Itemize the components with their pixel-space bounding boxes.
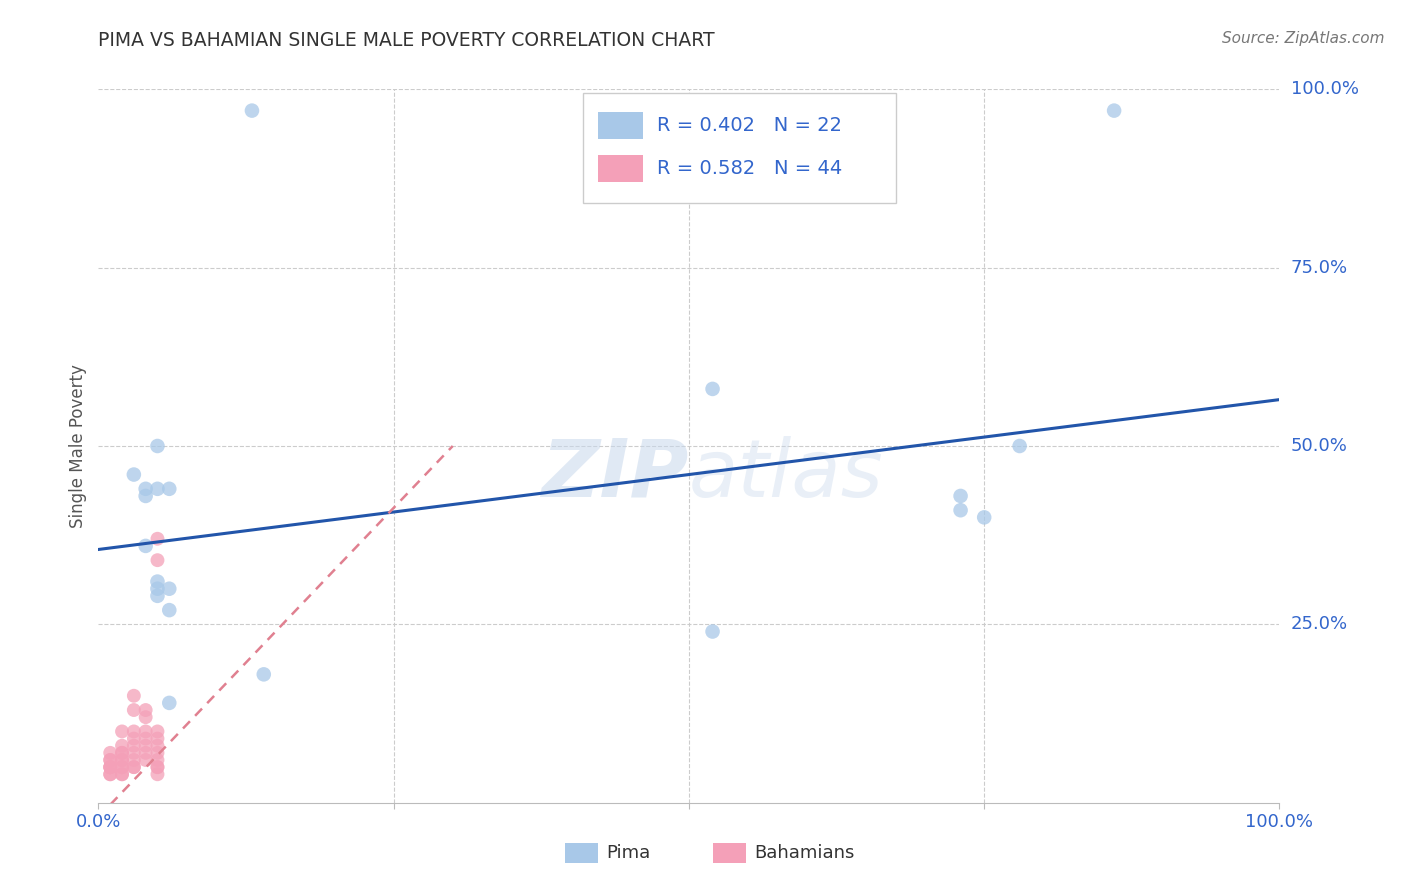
Point: [111, 767, 134, 781]
Point: [122, 760, 145, 774]
Point: [146, 746, 169, 760]
Point: [111, 760, 134, 774]
Point: [146, 574, 169, 589]
Point: [111, 753, 134, 767]
Point: [146, 532, 169, 546]
Point: [135, 731, 157, 746]
Point: [146, 760, 169, 774]
Point: [146, 760, 169, 774]
Point: [111, 739, 134, 753]
Point: [157, 603, 180, 617]
Point: [973, 510, 995, 524]
Point: [135, 489, 157, 503]
Point: [98, 753, 121, 767]
Point: [98, 760, 121, 774]
Point: [146, 439, 169, 453]
Point: [146, 739, 169, 753]
Point: [98, 753, 121, 767]
Point: [122, 746, 145, 760]
Point: [1102, 103, 1125, 118]
Point: [135, 724, 157, 739]
Point: [98, 767, 121, 781]
Point: [240, 103, 263, 118]
Point: [135, 482, 157, 496]
Text: 25.0%: 25.0%: [1291, 615, 1348, 633]
Text: R = 0.582   N = 44: R = 0.582 N = 44: [657, 159, 842, 178]
Point: [146, 589, 169, 603]
Text: Pima: Pima: [606, 845, 651, 863]
Point: [135, 703, 157, 717]
Point: [98, 760, 121, 774]
Point: [111, 753, 134, 767]
Point: [949, 489, 972, 503]
Point: [146, 724, 169, 739]
Point: [122, 753, 145, 767]
Text: R = 0.402   N = 22: R = 0.402 N = 22: [657, 116, 842, 135]
Point: [111, 760, 134, 774]
Point: [135, 710, 157, 724]
Point: [122, 739, 145, 753]
Point: [122, 760, 145, 774]
Point: [122, 731, 145, 746]
Point: [1008, 439, 1031, 453]
Point: [949, 503, 972, 517]
Point: [122, 703, 145, 717]
Text: ZIP: ZIP: [541, 435, 689, 514]
Point: [98, 746, 121, 760]
Point: [122, 724, 145, 739]
Text: atlas: atlas: [689, 435, 884, 514]
Point: [702, 382, 724, 396]
Point: [157, 582, 180, 596]
Bar: [598, 112, 643, 139]
Bar: [565, 844, 598, 863]
Bar: [713, 844, 745, 863]
Text: PIMA VS BAHAMIAN SINGLE MALE POVERTY CORRELATION CHART: PIMA VS BAHAMIAN SINGLE MALE POVERTY COR…: [98, 31, 716, 50]
Point: [253, 667, 276, 681]
Point: [111, 746, 134, 760]
Point: [111, 767, 134, 781]
Point: [122, 689, 145, 703]
Text: Bahamians: Bahamians: [754, 845, 855, 863]
Y-axis label: Single Male Poverty: Single Male Poverty: [69, 364, 87, 528]
Point: [135, 539, 157, 553]
Point: [111, 724, 134, 739]
Point: [702, 624, 724, 639]
Point: [135, 739, 157, 753]
Point: [157, 696, 180, 710]
Point: [146, 731, 169, 746]
Point: [146, 553, 169, 567]
Point: [146, 767, 169, 781]
Point: [98, 760, 121, 774]
Point: [98, 767, 121, 781]
Point: [135, 746, 157, 760]
Text: 100.0%: 100.0%: [1291, 80, 1358, 98]
Bar: [598, 155, 643, 182]
Text: 50.0%: 50.0%: [1291, 437, 1347, 455]
Point: [111, 746, 134, 760]
FancyBboxPatch shape: [582, 93, 896, 203]
Point: [135, 753, 157, 767]
Point: [146, 482, 169, 496]
Point: [146, 582, 169, 596]
Point: [157, 482, 180, 496]
Point: [146, 753, 169, 767]
Point: [122, 467, 145, 482]
Text: 75.0%: 75.0%: [1291, 259, 1348, 277]
Text: Source: ZipAtlas.com: Source: ZipAtlas.com: [1222, 31, 1385, 46]
